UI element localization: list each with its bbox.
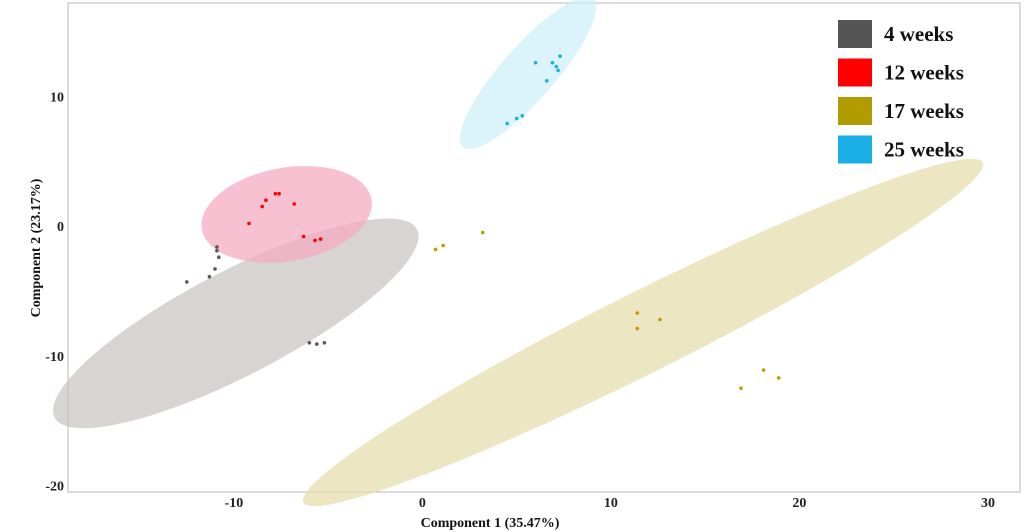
legend-swatch-4-weeks (838, 20, 872, 48)
legend-label: 4 weeks (884, 22, 953, 46)
legend-swatch-25-weeks (838, 135, 872, 164)
point-12-weeks (264, 198, 268, 202)
point-17-weeks (739, 386, 743, 391)
point-12-weeks (318, 237, 323, 241)
legend-swatch-17-weeks (838, 97, 872, 125)
point-4-weeks (315, 342, 319, 346)
point-12-weeks (260, 204, 265, 209)
point-25-weeks (558, 54, 562, 58)
point-4-weeks (215, 248, 219, 253)
point-12-weeks (301, 234, 306, 239)
point-25-weeks (514, 116, 519, 121)
point-25-weeks (505, 121, 510, 126)
point-17-weeks (658, 317, 662, 322)
point-17-weeks (433, 247, 438, 252)
confidence-ellipses (53, 0, 984, 507)
ellipse-17-weeks (302, 158, 984, 507)
legend-swatch-12-weeks (838, 58, 872, 87)
axis-ticks: -10 0 10 20 30 -20 -10 0 10 (45, 90, 995, 511)
legend-label: 17 weeks (884, 99, 964, 123)
x-tick-label: 30 (981, 496, 995, 511)
point-4-weeks (213, 267, 217, 271)
x-tick-label: 0 (419, 496, 426, 511)
point-12-weeks (277, 191, 281, 196)
point-25-weeks (554, 64, 559, 69)
point-12-weeks (313, 238, 317, 243)
y-tick-label: 0 (57, 220, 64, 235)
data-points (185, 54, 781, 391)
ellipse-12-weeks (201, 166, 372, 263)
point-12-weeks (247, 221, 251, 226)
point-17-weeks (635, 326, 640, 331)
legend-label: 12 weeks (884, 61, 964, 85)
point-4-weeks (322, 341, 327, 345)
y-tick-label: -10 (45, 350, 64, 365)
y-tick-label: 10 (50, 90, 64, 105)
point-25-weeks (545, 79, 549, 83)
point-17-weeks (480, 230, 485, 235)
point-12-weeks (292, 202, 297, 206)
point-17-weeks (761, 368, 766, 372)
point-17-weeks (776, 376, 781, 380)
legend-label: 25 weeks (884, 138, 964, 162)
point-12-weeks (273, 191, 278, 196)
point-4-weeks (217, 255, 221, 259)
point-4-weeks (185, 280, 189, 284)
legend: 4 weeks 12 weeks 17 weeks 25 weeks (838, 20, 964, 164)
point-4-weeks (307, 341, 312, 345)
x-tick-label: -10 (225, 496, 244, 511)
x-axis-title: Component 1 (35.47%) (421, 516, 560, 531)
point-25-weeks (520, 114, 525, 118)
x-tick-label: 20 (792, 496, 806, 511)
point-25-weeks (550, 60, 555, 65)
point-4-weeks (215, 245, 219, 249)
point-25-weeks (533, 60, 538, 65)
point-25-weeks (556, 68, 560, 73)
y-axis-title: Component 2 (23.17%) (29, 178, 44, 317)
ellipse-25-weeks (459, 0, 597, 150)
x-tick-label: 10 (604, 496, 618, 511)
y-tick-label: -20 (45, 480, 64, 495)
point-17-weeks (441, 243, 445, 248)
point-17-weeks (635, 311, 640, 315)
point-4-weeks (207, 274, 212, 279)
ellipse-4-weeks (53, 218, 419, 429)
